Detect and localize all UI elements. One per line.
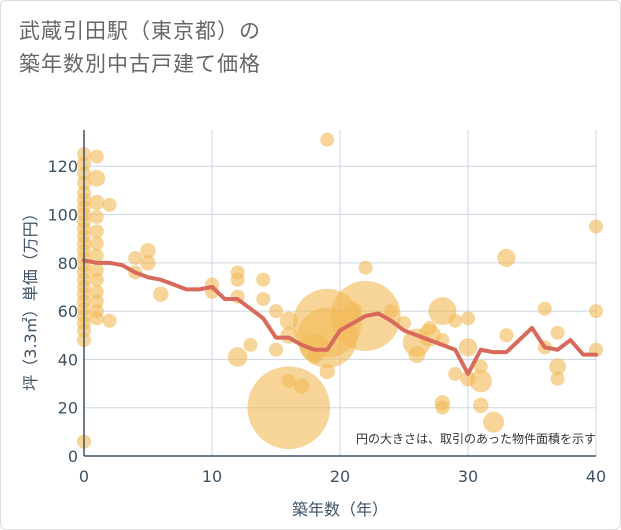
scatter-point	[247, 366, 331, 450]
scatter-point	[89, 311, 104, 326]
y-axis-label: 坪（3.3㎡）単価（万円）	[21, 205, 40, 390]
x-tick-label: 20	[330, 467, 350, 486]
scatter-point	[140, 243, 156, 259]
scatter-point	[320, 132, 335, 147]
scatter-point	[256, 292, 271, 307]
scatter-point	[408, 346, 426, 363]
y-tick-label: 120	[47, 157, 78, 176]
scatter-point	[319, 363, 335, 380]
chart-title-line1: 武蔵引田駅（東京都）の	[19, 19, 261, 43]
x-axis-label: 築年数（年）	[292, 500, 388, 519]
axes: 0 20 40 60 80 100 120 0 10 20 30 40	[47, 130, 606, 486]
scatter-point	[497, 248, 516, 268]
scatter-point	[537, 301, 552, 316]
scatter-point	[499, 328, 514, 343]
scatter-point	[89, 272, 104, 287]
scatter-point	[473, 359, 488, 374]
scatter-point	[89, 294, 104, 309]
chart-title: 武蔵引田駅（東京都）の 築年数別中古戸建て価格	[19, 15, 439, 81]
scatter-point	[448, 366, 463, 381]
scatter-point	[89, 284, 104, 299]
scatter-point	[358, 260, 373, 275]
average-price-line	[82, 258, 598, 376]
x-tick-label: 40	[586, 467, 606, 486]
scatter-point	[589, 304, 603, 319]
scatter-point	[549, 358, 566, 376]
scatter-point	[89, 236, 104, 251]
scatter-point	[461, 311, 475, 326]
scatter-point	[483, 411, 505, 433]
scatter-point	[473, 397, 489, 413]
size-note: 円の大きさは、取引のあった物件面積を示す	[356, 431, 596, 446]
scatter-point	[89, 194, 105, 211]
y-tick-label: 20	[58, 399, 78, 418]
scatter-point	[102, 197, 117, 212]
scatter-point	[88, 169, 106, 187]
scatter-point	[89, 248, 104, 263]
scatter-point	[89, 224, 104, 239]
scatter-point	[89, 263, 104, 278]
scatter-point	[128, 250, 143, 265]
scatter-point	[448, 313, 463, 328]
scatter-point	[589, 219, 603, 234]
line-layer	[82, 258, 598, 376]
scatter-point	[153, 286, 169, 302]
scatter-point	[89, 209, 104, 224]
y-tick-label: 40	[58, 350, 78, 369]
scatter-point	[269, 342, 283, 357]
scatter-point	[293, 378, 310, 394]
scatter-point	[230, 272, 245, 287]
scatter-point	[269, 304, 283, 319]
scatter-point	[256, 272, 271, 287]
scatter-point	[384, 304, 399, 319]
scatter-point	[227, 347, 248, 367]
chart-title-line2: 築年数別中古戸建て価格	[19, 52, 261, 76]
scatter-point	[435, 400, 450, 415]
scatter-point	[140, 255, 156, 271]
scatter-point	[102, 313, 117, 328]
scatter-point	[458, 338, 478, 357]
y-tick-label: 80	[58, 254, 78, 273]
y-tick-label: 100	[47, 206, 78, 225]
scatter-point	[89, 149, 104, 164]
scatter-point	[469, 369, 492, 393]
y-tick-label: 60	[58, 302, 78, 321]
x-tick-label: 10	[202, 467, 222, 486]
scatter-point	[550, 371, 565, 386]
x-tick-label: 30	[458, 467, 478, 486]
y-tick-label: 0	[68, 447, 78, 466]
scatter-point	[243, 337, 258, 352]
scatter-point	[550, 325, 565, 340]
x-tick-label: 0	[79, 467, 89, 486]
